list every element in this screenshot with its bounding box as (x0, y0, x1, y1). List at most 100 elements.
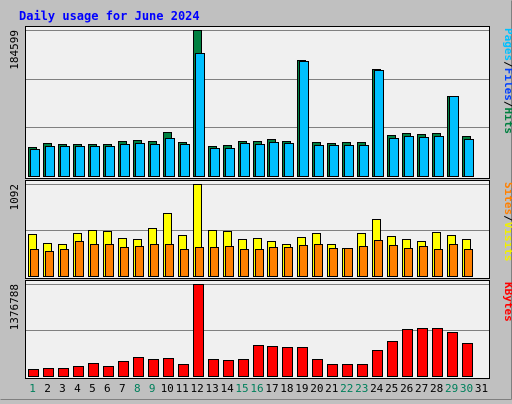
kbytes-bar-kbytes (88, 363, 99, 377)
visits-sites-bar-sites (195, 247, 204, 277)
visits-sites-bar-sites (210, 247, 219, 277)
x-tick-label: 19 (295, 382, 308, 395)
visits-sites-bar-sites (269, 247, 278, 277)
visits-sites-bar-sites (329, 248, 338, 277)
hits-files-pages-bar-pages (255, 144, 265, 177)
visits-sites-bar-sites (344, 248, 353, 277)
x-tick-label: 13 (205, 382, 218, 395)
hits-files-pages-legend-entry: / (502, 101, 512, 108)
hits-files-pages-bar-pages (374, 70, 384, 177)
visits-sites-bar-sites (165, 244, 174, 277)
x-tick-label: 23 (355, 382, 368, 395)
hits-files-pages-bar-pages (359, 145, 369, 177)
visits-sites-bar-sites (120, 247, 129, 277)
hits-files-pages-bar-pages (120, 144, 130, 177)
hits-files-pages-bar-pages (90, 146, 100, 177)
kbytes-bar-kbytes (223, 360, 234, 377)
visits-sites-bar-sites (45, 251, 54, 277)
kbytes-bar-kbytes (43, 368, 54, 377)
x-tick-label: 15 (235, 382, 248, 395)
kbytes-bar-kbytes (238, 359, 249, 377)
visits-sites-bar-sites (389, 245, 398, 277)
hits-files-pages-bar-pages (329, 145, 339, 177)
kbytes-bar-kbytes (267, 346, 278, 377)
visits-sites-bar-sites (180, 249, 189, 277)
hits-files-pages-legend-entry: Files (502, 68, 512, 101)
hits-files-pages-bar-pages (240, 143, 250, 177)
kbytes-bar-kbytes (58, 368, 69, 377)
x-tick-label: 4 (74, 382, 81, 395)
hits-files-pages-bar-pages (210, 148, 220, 177)
visits-sites-bar-sites (374, 240, 383, 277)
visits-sites-bar-sites (464, 249, 473, 277)
kbytes-legend: KBytes (502, 282, 512, 322)
visits-sites-legend-entry: Sites (502, 182, 512, 215)
hits-files-pages-bar-pages (464, 139, 474, 177)
x-tick-label: 10 (161, 382, 174, 395)
x-tick-label: 1 (29, 382, 36, 395)
kbytes-bar-kbytes (447, 332, 458, 377)
visits-sites-bar-sites (60, 249, 69, 277)
hits-files-pages-bar-pages (225, 148, 235, 177)
kbytes-bar-kbytes (312, 359, 323, 377)
hits-files-pages-bar-pages (75, 146, 85, 177)
x-tick-label: 18 (280, 382, 293, 395)
kbytes-bar-kbytes (282, 347, 293, 377)
visits-sites-bar-sites (30, 249, 39, 277)
x-tick-label: 24 (370, 382, 384, 395)
kbytes-legend-entry: KBytes (502, 282, 512, 322)
kbytes-bar-kbytes (387, 341, 398, 377)
x-tick-label: 11 (176, 382, 189, 395)
x-tick-label: 26 (400, 382, 413, 395)
x-tick-label: 7 (119, 382, 126, 395)
x-tick-label: 8 (134, 382, 141, 395)
x-tick-label: 27 (415, 382, 428, 395)
kbytes-bar-kbytes (402, 329, 413, 377)
x-tick-label: 9 (149, 382, 156, 395)
hits-files-pages-bar-pages (434, 136, 444, 177)
x-tick-label: 3 (59, 382, 66, 395)
hits-files-pages-bar-pages (45, 146, 55, 177)
hits-files-pages-bar-pages (269, 142, 279, 177)
visits-sites-bar-sites (105, 244, 114, 277)
visits-sites-bar-sites (150, 244, 159, 277)
hits-files-pages-bar-pages (344, 145, 354, 177)
hits-files-pages-ymax-label: 184599 (8, 30, 21, 70)
kbytes-bar-kbytes (417, 328, 428, 377)
hits-files-pages-bar-pages (105, 146, 115, 177)
x-tick-label: 29 (445, 382, 458, 395)
kbytes-bar-kbytes (118, 361, 129, 377)
x-tick-label: 12 (190, 382, 203, 395)
x-tick-label: 2 (44, 382, 51, 395)
hits-files-pages-bar-pages (389, 138, 399, 177)
x-tick-label: 14 (220, 382, 234, 395)
visits-sites-bar-sites (299, 245, 308, 277)
kbytes-bar-kbytes (133, 357, 144, 377)
kbytes-bar-kbytes (372, 350, 383, 377)
kbytes-bar-kbytes (327, 364, 338, 377)
visits-sites-bar-sites (359, 246, 368, 277)
hits-files-pages-bar-pages (60, 146, 70, 177)
hits-files-pages-bar-pages (30, 149, 40, 177)
x-tick-label: 20 (310, 382, 323, 395)
visits-sites-legend: Sites/Visits (502, 182, 512, 262)
hits-files-pages-bar-pages (135, 143, 145, 177)
hits-files-pages-legend-entry: / (502, 61, 512, 68)
kbytes-bar-kbytes (462, 343, 473, 377)
kbytes-bar-kbytes (297, 347, 308, 377)
x-tick-label: 22 (340, 382, 353, 395)
visits-sites-bar-sites (90, 244, 99, 277)
x-tick-label: 30 (460, 382, 473, 395)
visits-sites-ymax-label: 1092 (8, 184, 21, 211)
x-tick-label: 31 (475, 382, 488, 395)
kbytes-bar-kbytes (342, 364, 353, 377)
x-tick-label: 16 (250, 382, 263, 395)
kbytes-bar-kbytes (28, 369, 39, 377)
hits-files-pages-bar-pages (404, 136, 414, 177)
visits-sites-bar-sites (314, 244, 323, 277)
visits-sites-bar-sites (434, 249, 443, 277)
visits-sites-bar-sites (419, 246, 428, 277)
x-tick-label: 21 (325, 382, 338, 395)
